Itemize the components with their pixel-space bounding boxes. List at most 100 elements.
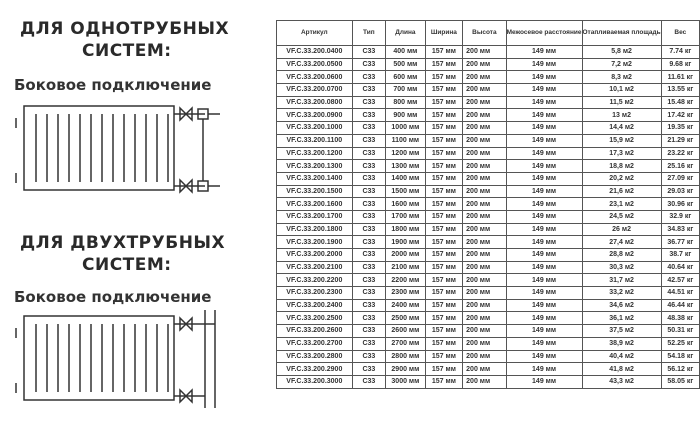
table-cell: VF.C.33.200.1100 [276,133,353,148]
table-cell: VF.C.33.200.1500 [276,184,353,199]
table-cell: 200 мм [462,260,507,275]
table-cell: 157 мм [424,222,464,237]
table-cell: 13.55 кг [660,83,700,97]
table-cell: 157 мм [424,298,464,313]
table-cell: VF.C.33.200.2900 [276,362,353,376]
table-cell: C33 [351,70,387,85]
table-cell: 11.61 кг [660,70,700,85]
table-cell: 200 мм [462,311,507,326]
table-cell: 3000 мм [385,374,426,389]
table-cell: 1800 мм [385,222,426,237]
table-cell: C33 [351,235,387,249]
single-pipe-radiator-diagram [15,105,220,194]
table-cell: C33 [351,260,387,275]
table-cell: 157 мм [424,260,464,275]
table-cell: 1000 мм [385,121,426,135]
table-cell: 157 мм [424,209,464,224]
table-cell: 157 мм [424,171,464,186]
table-cell: 149 мм [505,298,583,313]
table-cell: 36.77 кг [660,235,700,249]
table-cell: 38.7 кг [660,248,700,262]
table-cell: 149 мм [505,222,583,237]
table-cell: 40,4 м2 [581,349,662,364]
table-cell: 200 мм [462,57,507,72]
table-row: VF.C.33.200.0400 C33 400 мм 157 мм 200 мм 149… [276,45,700,59]
table-cell: C33 [351,362,387,376]
table-cell: 157 мм [424,95,464,110]
column-header: Вес [660,20,700,46]
table-cell: 200 мм [462,362,507,376]
table-cell: C33 [351,374,387,389]
table-cell: 1500 мм [385,184,426,199]
table-row: VF.C.33.200.2700 C33 2700 мм 157 мм 200 мм 14… [276,336,700,351]
table-cell: 31,7 м2 [581,273,662,288]
table-cell: 200 мм [462,324,507,338]
table-cell: 157 мм [424,133,464,148]
table-row: VF.C.33.200.1700 C33 1700 мм 157 мм 200 мм 14… [276,209,700,224]
table-cell: 149 мм [505,146,583,161]
table-cell: 157 мм [424,57,464,72]
table-cell: 200 мм [462,273,507,288]
table-cell: C33 [351,121,387,135]
title-line: СИСТЕМ: [82,255,172,275]
table-cell: C33 [351,209,387,224]
table-cell: 149 мм [505,133,583,148]
table-cell: 2300 мм [385,286,426,300]
table-row: VF.C.33.200.2900 C33 2900 мм 157 мм 200 мм 14… [276,362,700,376]
table-cell: 37,5 м2 [581,324,662,338]
table-row: VF.C.33.200.1000 C33 1000 мм 157 мм 200 мм 14… [276,121,700,135]
double-pipe-title: ДЛЯ ДВУХТРУБНЫХ СИСТЕМ: [20,232,225,276]
table-cell: 1300 мм [385,159,426,173]
table-cell: 54.18 кг [660,349,700,364]
table-cell: 149 мм [505,336,583,351]
table-cell: 40.64 кг [660,260,700,275]
table-cell: 56.12 кг [660,362,700,376]
table-cell: 20,2 м2 [581,171,662,186]
table-cell: VF.C.33.200.0600 [276,70,353,85]
table-cell: 149 мм [505,209,583,224]
table-cell: 1200 мм [385,146,426,161]
table-cell: 157 мм [424,45,464,59]
table-cell: 149 мм [505,57,583,72]
table-cell: 200 мм [462,286,507,300]
table-cell: VF.C.33.200.2400 [276,298,353,313]
table-cell: 27,4 м2 [581,235,662,249]
table-cell: 28,8 м2 [581,248,662,262]
table-cell: 157 мм [424,159,464,173]
table-cell: 21.29 кг [660,133,700,148]
table-cell: C33 [351,83,387,97]
table-cell: VF.C.33.200.1000 [276,121,353,135]
title-line: СИСТЕМ: [82,41,172,61]
table-cell: C33 [351,184,387,199]
table-cell: 200 мм [462,222,507,237]
table-cell: VF.C.33.200.0500 [276,57,353,72]
column-header: Межосевое расстояние [505,20,583,46]
table-cell: 14,4 м2 [581,121,662,135]
table-cell: 9.68 кг [660,57,700,72]
title-line: ДЛЯ ДВУХТРУБНЫХ [20,233,226,253]
table-cell: 7.74 кг [660,45,700,59]
table-cell: VF.C.33.200.1200 [276,146,353,161]
table-cell: 1900 мм [385,235,426,249]
table-cell: 50.31 кг [660,324,700,338]
table-cell: 200 мм [462,336,507,351]
table-cell: 149 мм [505,95,583,110]
table-cell: 157 мм [424,286,464,300]
table-cell: 149 мм [505,349,583,364]
table-cell: 1700 мм [385,209,426,224]
table-row: VF.C.33.200.1400 C33 1400 мм 157 мм 200 мм 14… [276,171,700,186]
table-cell: 1600 мм [385,197,426,211]
table-cell: 21,6 м2 [581,184,662,199]
table-cell: C33 [351,222,387,237]
table-cell: 34.83 кг [660,222,700,237]
table-cell: C33 [351,248,387,262]
table-cell: 149 мм [505,311,583,326]
table-cell: 1400 мм [385,171,426,186]
single-pipe-subtitle: Боковое подключение [14,76,212,94]
table-cell: 2800 мм [385,349,426,364]
column-header: Длина [385,20,426,46]
table-cell: 18,8 м2 [581,159,662,173]
table-cell: 42.57 кг [660,273,700,288]
table-cell: VF.C.33.200.1800 [276,222,353,237]
table-cell: 13 м2 [581,108,662,123]
